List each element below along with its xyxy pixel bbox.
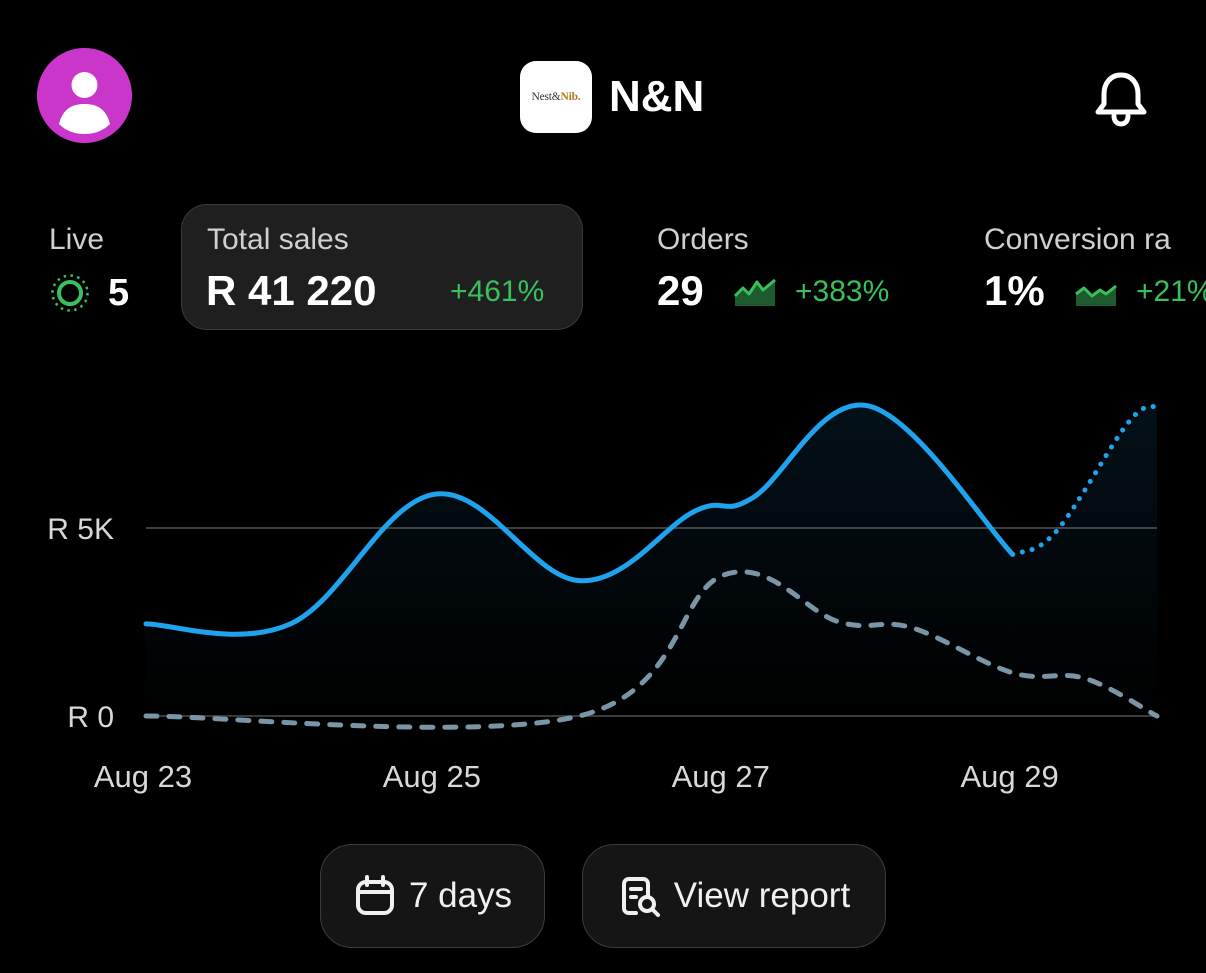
live-label: Live bbox=[49, 223, 105, 256]
sales-chart[interactable]: R 0 R 5K Aug 23 Aug 25 Aug 27 Aug 29 bbox=[0, 370, 1206, 810]
trend-up-icon bbox=[1074, 276, 1118, 308]
live-count: 5 bbox=[108, 272, 130, 314]
store-logo[interactable]: Nest& Nib. bbox=[520, 61, 592, 133]
total-sales-change: +461% bbox=[450, 275, 545, 308]
previous-period-line bbox=[143, 569, 1160, 730]
notifications-button[interactable] bbox=[1088, 66, 1154, 132]
sales-area bbox=[146, 404, 1013, 716]
x-tick-label: Aug 27 bbox=[672, 759, 770, 794]
date-range-label: 7 days bbox=[408, 876, 513, 915]
projection-area bbox=[1012, 405, 1157, 716]
trend-up-icon bbox=[733, 276, 777, 308]
total-sales-card[interactable] bbox=[181, 204, 583, 330]
orders-change: +383% bbox=[795, 275, 890, 308]
y-tick-label: R 5K bbox=[47, 513, 114, 546]
logo-text-nib: Nib. bbox=[560, 91, 581, 103]
total-sales-label: Total sales bbox=[207, 223, 349, 256]
conversion-value: 1% bbox=[984, 267, 1045, 314]
view-report-label: View report bbox=[673, 876, 851, 915]
bell-icon bbox=[1095, 72, 1147, 127]
logo-text-nest: Nest& bbox=[531, 91, 561, 103]
calendar-icon bbox=[355, 875, 394, 915]
total-sales-value: R 41 220 bbox=[206, 267, 377, 314]
user-avatar[interactable] bbox=[37, 48, 132, 143]
view-report-button[interactable]: View report bbox=[582, 844, 886, 948]
sales-chart-svg: R 0 R 5K Aug 23 Aug 25 Aug 27 Aug 29 bbox=[47, 402, 1160, 794]
report-search-icon bbox=[621, 877, 660, 917]
store-name[interactable]: N&N bbox=[609, 72, 705, 121]
date-range-button[interactable]: 7 days bbox=[320, 844, 545, 948]
orders-value: 29 bbox=[657, 267, 704, 314]
x-tick-label: Aug 29 bbox=[960, 759, 1058, 794]
live-pulse-icon bbox=[50, 273, 90, 313]
conversion-label[interactable]: Conversion ra bbox=[984, 223, 1171, 256]
projection-line bbox=[1010, 403, 1160, 557]
sales-line bbox=[143, 402, 1016, 637]
x-tick-label: Aug 23 bbox=[94, 759, 192, 794]
conversion-change: +21% bbox=[1136, 275, 1206, 308]
y-tick-label: R 0 bbox=[67, 701, 114, 734]
user-avatar-icon bbox=[37, 48, 132, 143]
x-tick-label: Aug 25 bbox=[383, 759, 481, 794]
orders-label[interactable]: Orders bbox=[657, 223, 749, 256]
